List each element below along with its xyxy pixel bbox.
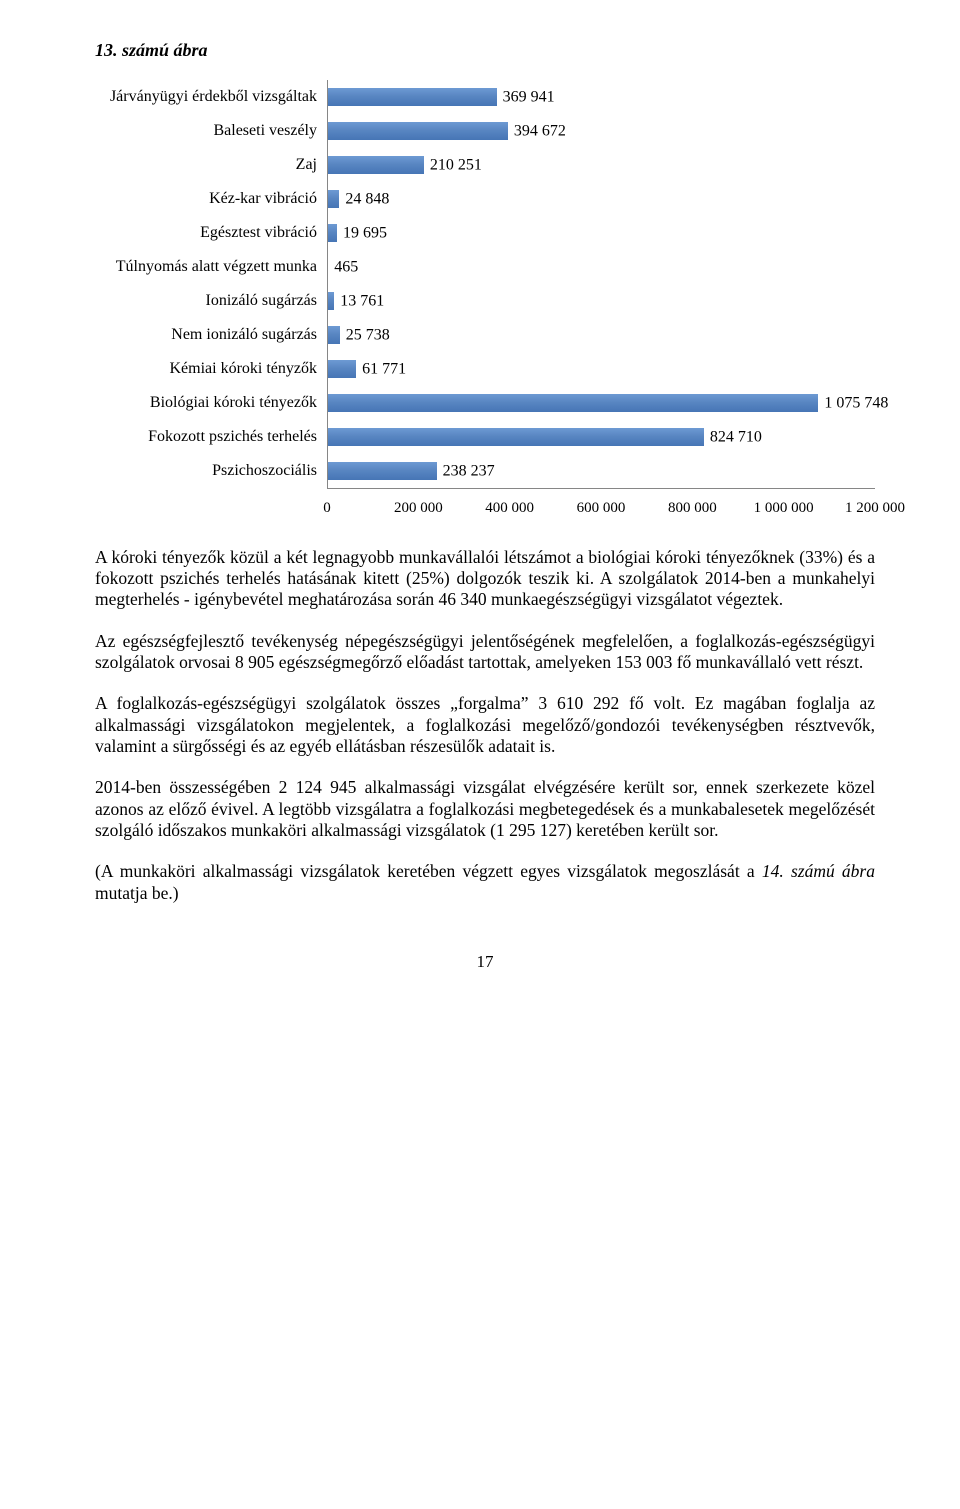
chart-bar-row: 824 710 — [328, 420, 875, 454]
chart-bar: 1 075 748 — [328, 394, 818, 412]
chart-category-label: Nem ionizáló sugárzás — [95, 318, 327, 352]
chart-bar: 25 738 — [328, 326, 340, 344]
chart-bar: 13 761 — [328, 292, 334, 310]
chart-category-label: Ionizáló sugárzás — [95, 284, 327, 318]
chart-category-label: Kémiai kóroki tényzők — [95, 352, 327, 386]
chart-bar-row: 24 848 — [328, 182, 875, 216]
paragraph-2: Az egészségfejlesztő tevékenység népegés… — [95, 631, 875, 674]
chart-value-label: 25 738 — [346, 325, 390, 344]
chart-value-label: 465 — [334, 257, 358, 276]
chart-category-label: Kéz-kar vibráció — [95, 182, 327, 216]
chart-bar-row: 210 251 — [328, 148, 875, 182]
chart-bar: 394 672 — [328, 122, 508, 140]
chart-category-label: Fokozott pszichés terhelés — [95, 420, 327, 454]
paragraph-3: A foglalkozás-egészségügyi szolgálatok ö… — [95, 693, 875, 757]
chart-value-label: 61 771 — [362, 359, 406, 378]
chart-bar: 210 251 — [328, 156, 424, 174]
chart-category-label: Baleseti veszély — [95, 114, 327, 148]
chart-bar-row: 369 941 — [328, 80, 875, 114]
chart-value-label: 824 710 — [710, 427, 762, 446]
chart-value-label: 369 941 — [503, 87, 555, 106]
chart-value-label: 19 695 — [343, 223, 387, 242]
chart-bar: 19 695 — [328, 224, 337, 242]
chart-value-label: 1 075 748 — [824, 393, 888, 412]
figure-title: 13. számú ábra — [95, 40, 875, 62]
chart-x-tick: 800 000 — [668, 499, 717, 517]
paragraph-1: A kóroki tényezők közül a két legnagyobb… — [95, 547, 875, 611]
chart-category-label: Pszichoszociális — [95, 454, 327, 488]
chart-value-label: 13 761 — [340, 291, 384, 310]
paragraph-5-suffix: mutatja be.) — [95, 883, 179, 903]
chart-bar-row: 238 237 — [328, 454, 875, 488]
chart-x-tick: 200 000 — [394, 499, 443, 517]
chart-value-label: 394 672 — [514, 121, 566, 140]
chart-x-tick: 400 000 — [485, 499, 534, 517]
chart-value-label: 238 237 — [443, 461, 495, 480]
paragraph-4: 2014-ben összességében 2 124 945 alkalma… — [95, 777, 875, 841]
chart-value-label: 210 251 — [430, 155, 482, 174]
chart-plot-area: 369 941 394 672 210 251 24 848 19 695 465 13 7… — [327, 80, 875, 489]
chart-x-tick: 1 000 000 — [754, 499, 814, 517]
chart-bar: 824 710 — [328, 428, 704, 446]
page-number: 17 — [95, 952, 875, 972]
chart-bar-row: 394 672 — [328, 114, 875, 148]
chart-bar: 24 848 — [328, 190, 339, 208]
chart: Járványügyi érdekből vizsgáltakBaleseti … — [95, 80, 875, 489]
chart-x-axis: 0200 000400 000600 000800 0001 000 0001 … — [95, 499, 875, 519]
chart-category-label: Zaj — [95, 148, 327, 182]
paragraph-5-prefix: (A munkaköri alkalmassági vizsgálatok ke… — [95, 861, 762, 881]
chart-y-labels: Járványügyi érdekből vizsgáltakBaleseti … — [95, 80, 327, 489]
chart-bar-row: 25 738 — [328, 318, 875, 352]
chart-bar: 61 771 — [328, 360, 356, 378]
chart-category-label: Egésztest vibráció — [95, 216, 327, 250]
chart-category-label: Járványügyi érdekből vizsgáltak — [95, 80, 327, 114]
chart-bar: 369 941 — [328, 88, 497, 106]
chart-bar-row: 465 — [328, 250, 875, 284]
chart-axis-spacer — [95, 499, 327, 519]
paragraph-5-italic: 14. számú ábra — [762, 861, 875, 881]
chart-bar-row: 13 761 — [328, 284, 875, 318]
chart-value-label: 24 848 — [345, 189, 389, 208]
chart-x-tick: 0 — [323, 499, 331, 517]
chart-bar-row: 61 771 — [328, 352, 875, 386]
chart-bar-row: 19 695 — [328, 216, 875, 250]
chart-bar: 238 237 — [328, 462, 437, 480]
chart-x-tick: 1 200 000 — [845, 499, 905, 517]
chart-bar-row: 1 075 748 — [328, 386, 875, 420]
chart-category-label: Túlnyomás alatt végzett munka — [95, 250, 327, 284]
paragraph-5: (A munkaköri alkalmassági vizsgálatok ke… — [95, 861, 875, 904]
chart-x-tick: 600 000 — [577, 499, 626, 517]
chart-x-ticks: 0200 000400 000600 000800 0001 000 0001 … — [327, 499, 875, 519]
chart-category-label: Biológiai kóroki tényezők — [95, 386, 327, 420]
